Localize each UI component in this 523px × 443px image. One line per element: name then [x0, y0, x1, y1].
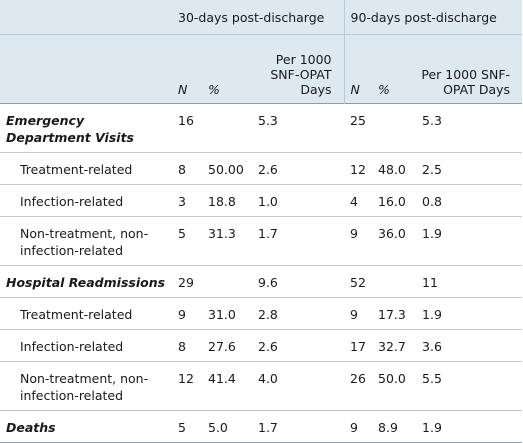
- table-body: Emergency Department Visits 16 5.3 25 5.3 Tre…: [0, 103, 523, 443]
- empty-cell: [202, 103, 248, 153]
- cell: 27.6: [202, 329, 248, 362]
- column-header: Per 1000 SNF-OPAT Days: [270, 52, 332, 97]
- cell: 18.8: [202, 184, 248, 217]
- cell: 8: [172, 329, 202, 362]
- cell: 0.8: [412, 184, 523, 217]
- cell: 16.0: [372, 184, 413, 217]
- cell: 3.6: [412, 329, 523, 362]
- table-row: Emergency Department Visits 16 5.3 25 5.3: [0, 103, 523, 153]
- table-row: Non-treatment, non-infection-related 12 41…: [0, 361, 523, 411]
- table-row: Treatment-related 8 50.00 2.6 12 48.0 2.5: [0, 152, 523, 185]
- column-header: N: [178, 82, 188, 97]
- cell: 1.0: [248, 184, 345, 217]
- column-header: %: [378, 82, 390, 97]
- row-label: Non-treatment, non-infection-related: [0, 361, 172, 411]
- corner-cell: [0, 35, 172, 104]
- cell: 2.6: [248, 152, 345, 185]
- cell: 50.00: [202, 152, 248, 185]
- row-label: Deaths: [0, 410, 172, 443]
- cell: 5: [172, 216, 202, 266]
- cell: 48.0: [372, 152, 413, 185]
- cell: 2.6: [248, 329, 345, 362]
- cell: 5.3: [412, 103, 523, 153]
- cell: 1.9: [412, 297, 523, 330]
- cell: 5.3: [248, 103, 345, 153]
- row-label: Treatment-related: [0, 297, 172, 330]
- table-row: Deaths 5 5.0 1.7 9 8.9 1.9: [0, 410, 523, 443]
- cell: 3: [172, 184, 202, 217]
- cell: 9: [344, 297, 373, 330]
- cell: 31.3: [202, 216, 248, 266]
- cell: 5.5: [412, 361, 523, 411]
- cell: 8: [172, 152, 202, 185]
- column-header: N: [343, 34, 373, 104]
- cell: 1.7: [248, 216, 345, 266]
- cell: 17: [344, 329, 373, 362]
- cell: 29: [172, 265, 202, 298]
- cell: 9: [172, 297, 202, 330]
- cell: 2.8: [248, 297, 345, 330]
- cell: 5: [172, 410, 202, 443]
- group-header-row: 30-days post-discharge 90-days post-disc…: [0, 0, 523, 35]
- empty-cell: [202, 265, 248, 298]
- cell: 1.9: [412, 410, 523, 443]
- group-header: 90-days post-discharge: [343, 0, 523, 35]
- column-header-row: N% Per 1000 SNF-OPAT Days N% Per 1000 SNF-O…: [0, 34, 523, 104]
- cell: 11: [412, 265, 523, 298]
- empty-cell: [372, 265, 413, 298]
- row-label: Infection-related: [0, 184, 172, 217]
- row-label: Hospital Readmissions: [0, 265, 172, 298]
- cell: 17.3: [372, 297, 413, 330]
- table-row: Non-treatment, non-infection-related 5 31.…: [0, 216, 523, 266]
- table-row: Hospital Readmissions 29 9.6 52 11: [0, 265, 523, 298]
- cell: 12: [344, 152, 373, 185]
- cell: 26: [344, 361, 373, 411]
- cell: 1.9: [412, 216, 523, 266]
- cell: 4: [344, 184, 373, 217]
- cell: 4.0: [248, 361, 345, 411]
- cell: 52: [344, 265, 373, 298]
- group-header: 30-days post-discharge: [172, 0, 345, 35]
- table-row: Infection-related 8 27.6 2.6 17 32.7 3.6: [0, 329, 523, 362]
- table-row: Treatment-related 9 31.0 2.8 9 17.3 1.9: [0, 297, 523, 330]
- empty-cell: [372, 103, 413, 153]
- cell: 9: [344, 216, 373, 266]
- corner-cell: [0, 0, 172, 35]
- cell: 8.9: [372, 410, 413, 443]
- cell: 1.7: [248, 410, 345, 443]
- row-label: Treatment-related: [0, 152, 172, 185]
- column-header: Per 1000 SNF-OPAT Days: [421, 67, 511, 97]
- cell: 9: [344, 410, 373, 443]
- cell: 16: [172, 103, 202, 153]
- table-header: 30-days post-discharge 90-days post-disc…: [0, 0, 523, 104]
- cell: 36.0: [372, 216, 413, 266]
- cell: 2.5: [412, 152, 523, 185]
- row-label: Infection-related: [0, 329, 172, 362]
- column-header: %: [208, 82, 220, 97]
- table-row: Infection-related 3 18.8 1.0 4 16.0 0.8: [0, 184, 523, 217]
- cell: 50.0: [372, 361, 413, 411]
- cell: 9.6: [248, 265, 345, 298]
- cell: 41.4: [202, 361, 248, 411]
- cell: 32.7: [372, 329, 413, 362]
- row-label: Non-treatment, non-infection-related: [0, 216, 172, 266]
- row-label: Emergency Department Visits: [0, 103, 172, 153]
- cell: 31.0: [202, 297, 248, 330]
- cell: 12: [172, 361, 202, 411]
- cell: 5.0: [202, 410, 248, 443]
- cell: 25: [344, 103, 373, 153]
